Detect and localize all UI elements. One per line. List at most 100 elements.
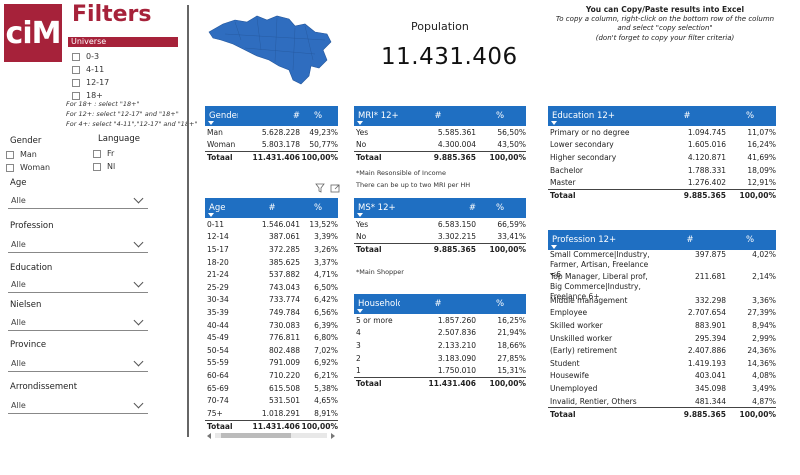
table-row[interactable]: Woman 5.803.178 50,77% xyxy=(205,139,338,152)
table-row[interactable]: Student 1.419.193 14,36% xyxy=(548,357,776,370)
table-row[interactable]: 60-64 710.220 6,21% xyxy=(205,369,338,382)
table-total-row[interactable]: Totaal 11.431.406 100,00% xyxy=(205,419,338,433)
age-table-scrollbar[interactable] xyxy=(207,433,335,439)
sort-caret-icon[interactable] xyxy=(551,121,557,125)
table-row[interactable]: Yes 6.583.150 66,59% xyxy=(354,218,526,231)
sort-caret-icon[interactable] xyxy=(208,213,214,217)
table-row[interactable]: 15-17 372.285 3,26% xyxy=(205,243,338,256)
header-count[interactable]: # xyxy=(434,111,442,121)
header-percent[interactable]: % xyxy=(495,111,505,121)
table-row[interactable]: 30-34 733.774 6,42% xyxy=(205,294,338,307)
table-row[interactable]: No 4.300.004 43,50% xyxy=(354,139,526,152)
gender-option-man[interactable]: Man xyxy=(6,148,50,161)
table-row[interactable]: 2 3.183.090 27,85% xyxy=(354,352,526,365)
table-row[interactable]: Skilled worker 883.901 8,94% xyxy=(548,319,776,332)
header-label[interactable]: MRI* 12+ xyxy=(358,111,399,121)
table-row[interactable]: Lower secondary 1.605.016 16,24% xyxy=(548,139,776,152)
table-row[interactable]: 18-20 385.625 3,37% xyxy=(205,256,338,269)
header-label[interactable]: Education 12+ xyxy=(552,111,615,121)
province-dropdown[interactable]: Alle xyxy=(8,356,148,372)
checkbox[interactable] xyxy=(72,91,80,100)
table-row[interactable]: Higher secondary 4.120.871 41,69% xyxy=(548,151,776,164)
header-percent[interactable]: % xyxy=(745,235,755,245)
table-total-row[interactable]: Totaal 9.885.365 100,00% xyxy=(548,188,776,202)
table-total-row[interactable]: Totaal 9.885.365 100,00% xyxy=(548,407,776,420)
table-total-row[interactable]: Totaal 11.431.406 100,00% xyxy=(205,151,338,164)
table-row[interactable]: Employee 2.707.654 27,39% xyxy=(548,307,776,320)
table-row[interactable]: 21-24 537.882 4,71% xyxy=(205,268,338,281)
checkbox[interactable] xyxy=(93,162,101,171)
header-label[interactable]: Household size xyxy=(358,299,400,309)
header-percent[interactable]: % xyxy=(313,111,323,121)
header-count[interactable]: # xyxy=(686,235,694,245)
language-option-nl[interactable]: Nl xyxy=(93,160,115,173)
table-row[interactable]: 55-59 791.009 6,92% xyxy=(205,357,338,370)
table-row[interactable]: 12-14 387.061 3,39% xyxy=(205,231,338,244)
header-label[interactable]: Age xyxy=(209,203,226,213)
header-count[interactable]: # xyxy=(434,299,442,309)
header-label[interactable]: Profession 12+ xyxy=(552,235,617,245)
table-row[interactable]: Yes 5.585.361 56,50% xyxy=(354,126,526,139)
belgium-map[interactable] xyxy=(205,10,345,90)
scroll-thumb[interactable] xyxy=(221,433,291,438)
checkbox[interactable] xyxy=(72,52,80,61)
table-row[interactable]: Unskilled worker 295.394 2,99% xyxy=(548,332,776,345)
table-row[interactable]: Middle management 332.298 3,36% xyxy=(548,294,776,307)
checkbox[interactable] xyxy=(72,78,80,87)
header-label[interactable]: Gender xyxy=(209,111,238,121)
filter-icon[interactable] xyxy=(315,183,325,193)
table-row[interactable]: 75+ 1.018.291 8,91% xyxy=(205,407,338,420)
table-row[interactable]: 65-69 615.508 5,38% xyxy=(205,382,338,395)
header-count[interactable]: # xyxy=(268,203,276,213)
table-row[interactable]: No 3.302.215 33,41% xyxy=(354,231,526,244)
table-row[interactable]: 0-11 1.546.041 13,52% xyxy=(205,218,338,231)
universe-option-12-17[interactable]: 12-17 xyxy=(72,76,109,89)
header-percent[interactable]: % xyxy=(495,299,505,309)
arrondissement-dropdown[interactable]: Alle xyxy=(8,398,148,414)
table-row[interactable]: 3 2.133.210 18,66% xyxy=(354,339,526,352)
header-count[interactable]: # xyxy=(683,111,691,121)
table-row[interactable]: Master 1.276.402 12,91% xyxy=(548,176,776,189)
universe-option-4-11[interactable]: 4-11 xyxy=(72,63,109,76)
table-row[interactable]: 50-54 802.488 7,02% xyxy=(205,344,338,357)
table-total-row[interactable]: Totaal 9.885.365 100,00% xyxy=(354,151,526,164)
sort-caret-icon[interactable] xyxy=(357,309,363,313)
table-row[interactable]: 4 2.507.836 21,94% xyxy=(354,327,526,340)
education-dropdown[interactable]: Alle xyxy=(8,277,148,293)
checkbox[interactable] xyxy=(93,149,101,158)
table-row[interactable]: 45-49 776.811 6,80% xyxy=(205,331,338,344)
header-count[interactable]: # xyxy=(468,203,476,213)
profession-dropdown[interactable]: Alle xyxy=(8,237,148,253)
table-row[interactable]: 25-29 743.043 6,50% xyxy=(205,281,338,294)
header-percent[interactable]: % xyxy=(495,203,505,213)
header-percent[interactable]: % xyxy=(745,111,755,121)
universe-option-0-3[interactable]: 0-3 xyxy=(72,50,109,63)
sort-caret-icon[interactable] xyxy=(357,213,363,217)
language-option-fr[interactable]: Fr xyxy=(93,147,115,160)
table-row[interactable]: Small Commerce|Industry, Farmer, Artisan… xyxy=(548,250,776,279)
table-row[interactable]: Top Manager, Liberal prof, Big Commerce|… xyxy=(548,272,776,301)
header-count[interactable]: # xyxy=(292,111,300,121)
table-row[interactable]: Unemployed 345.098 3,49% xyxy=(548,382,776,395)
table-row[interactable]: 35-39 749.784 6,56% xyxy=(205,306,338,319)
table-row[interactable]: Housewife 403.041 4,08% xyxy=(548,370,776,383)
checkbox[interactable] xyxy=(6,150,14,159)
universe-option-18plus[interactable]: 18+ xyxy=(72,89,109,102)
checkbox[interactable] xyxy=(72,65,80,74)
table-row[interactable]: Invalid, Rentier, Others 481.344 4,87% xyxy=(548,395,776,408)
age-dropdown[interactable]: Alle xyxy=(8,193,148,209)
gender-option-woman[interactable]: Woman xyxy=(6,161,50,174)
table-row[interactable]: 40-44 730.083 6,39% xyxy=(205,319,338,332)
header-label[interactable]: MS* 12+ xyxy=(358,203,396,213)
table-row[interactable]: Man 5.628.228 49,23% xyxy=(205,126,338,139)
checkbox[interactable] xyxy=(6,163,14,172)
header-percent[interactable]: % xyxy=(313,203,323,213)
table-row[interactable]: (Early) retirement 2.407.886 24,36% xyxy=(548,344,776,357)
sort-caret-icon[interactable] xyxy=(208,121,214,125)
nielsen-dropdown[interactable]: Alle xyxy=(8,315,148,331)
table-row[interactable]: 70-74 531.501 4,65% xyxy=(205,394,338,407)
table-row[interactable]: Bachelor 1.788.331 18,09% xyxy=(548,164,776,177)
sort-caret-icon[interactable] xyxy=(357,121,363,125)
table-total-row[interactable]: Totaal 11.431.406 100,00% xyxy=(354,376,526,390)
scroll-right-icon[interactable] xyxy=(331,433,335,439)
